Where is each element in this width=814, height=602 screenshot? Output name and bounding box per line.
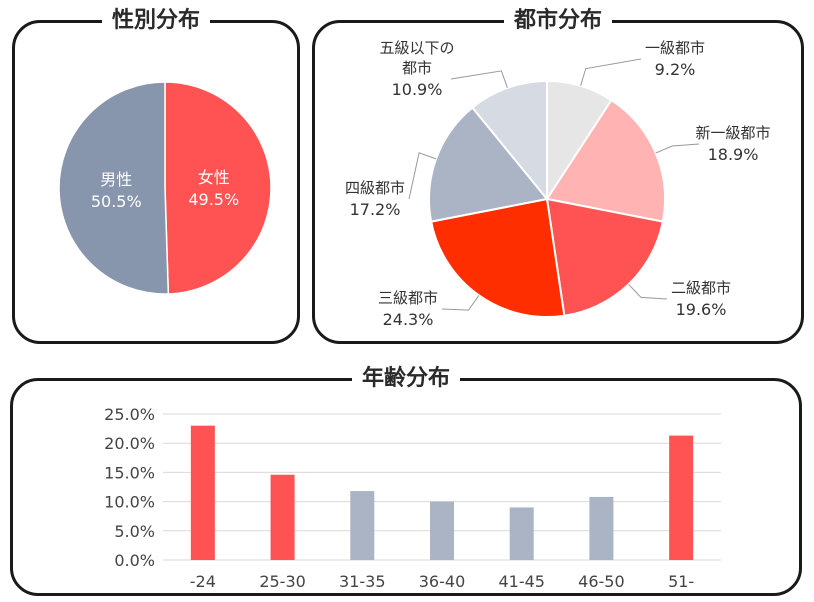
- gender-slice-value: 50.5%: [91, 192, 142, 211]
- city-leader-line: [450, 70, 508, 89]
- age-bar: [589, 496, 614, 560]
- age-ytick-label: 10.0%: [104, 493, 155, 512]
- city-slice-label: 五級以下の: [379, 39, 454, 57]
- age-xtick-label: 51-: [668, 572, 694, 591]
- city-slice-value: 9.2%: [655, 60, 696, 79]
- age-bar: [190, 425, 215, 560]
- city-slice-value: 17.2%: [350, 200, 401, 219]
- age-bar: [669, 435, 694, 560]
- city-leader-line: [628, 283, 668, 300]
- age-bar: [509, 507, 534, 560]
- city-slice-value: 10.9%: [392, 80, 443, 99]
- city-leader-line: [655, 143, 700, 154]
- gender-panel-title: 性別分布: [101, 6, 211, 36]
- city-pie-chart: 一級都市 9.2% 新一級都市 18.9% 二級都市 19.6% 三級都市 24.3% 四級都市…: [345, 39, 771, 329]
- age-ytick-label: 20.0%: [104, 434, 155, 453]
- age-xtick-label: 25-30: [259, 572, 306, 591]
- gender-slice-value: 49.5%: [188, 190, 239, 209]
- city-slice-value: 19.6%: [676, 300, 727, 319]
- age-xtick-label: 31-35: [339, 572, 386, 591]
- age-xtick-label: 46-50: [578, 572, 625, 591]
- age-xtick-label: 41-45: [498, 572, 545, 591]
- age-bar: [350, 491, 375, 560]
- city-pie-slice: [428, 106, 549, 223]
- age-ytick-label: 25.0%: [104, 405, 155, 424]
- city-slice-label: 三級都市: [378, 289, 438, 307]
- city-slice-value: 24.3%: [383, 310, 434, 329]
- gender-pie-slice: [58, 81, 170, 295]
- city-slice-label: 四級都市: [345, 179, 405, 197]
- city-panel-title: 都市分布: [503, 6, 613, 36]
- city-leader-line: [580, 58, 642, 87]
- age-panel-title: 年齢分布: [351, 364, 461, 394]
- city-pie-slice: [471, 79, 548, 202]
- age-ytick-label: 0.0%: [114, 551, 155, 570]
- age-panel: 年齢分布 0.0% 5.0% 10.0% 15.0% 20.0% 25.0% -24 25-3…: [10, 364, 802, 596]
- gender-panel: 性別分布 女性 49.5% 男性 50.5%: [12, 6, 300, 344]
- age-bar-chart: 0.0% 5.0% 10.0% 15.0% 20.0% 25.0% -24 25-30 31-3…: [104, 405, 721, 591]
- age-bar: [270, 474, 295, 560]
- gender-slice-label: 女性: [198, 168, 230, 187]
- gender-pie-slice: [164, 81, 272, 295]
- city-slice-value: 18.9%: [708, 145, 759, 164]
- age-bar: [430, 501, 454, 560]
- city-slice-label: 一級都市: [645, 39, 705, 57]
- city-panel: 都市分布 一級都市 9.2% 新一級都市 18.9% 二級都市 19.6% 三級都市 24.3…: [312, 6, 804, 344]
- age-xtick-label: -24: [190, 572, 216, 591]
- gender-pie-chart: 女性 49.5% 男性 50.5%: [58, 81, 272, 295]
- age-xtick-label: 36-40: [419, 572, 466, 591]
- city-slice-label: 二級都市: [671, 279, 731, 297]
- city-leader-line: [408, 152, 437, 200]
- gender-slice-label: 男性: [100, 170, 132, 189]
- city-leader-line: [441, 295, 480, 311]
- age-ytick-label: 5.0%: [114, 522, 155, 541]
- city-slice-label: 都市: [402, 59, 432, 77]
- city-slice-label: 新一級都市: [695, 124, 770, 142]
- city-pie-slice: [545, 197, 664, 317]
- age-ytick-label: 15.0%: [104, 463, 155, 482]
